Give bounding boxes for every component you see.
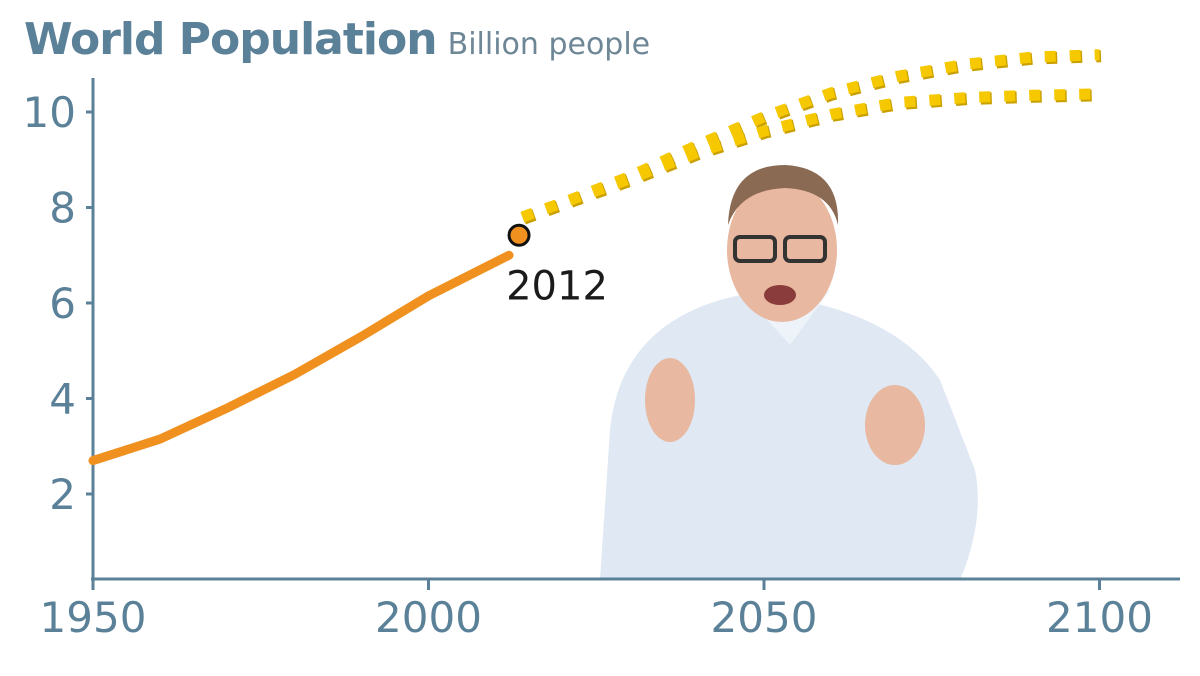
history-line	[88, 250, 514, 466]
presenter-image	[600, 165, 978, 580]
y-tick-label: 8	[49, 184, 76, 233]
x-tick-label: 1950	[40, 593, 147, 642]
x-tick-label: 2050	[711, 593, 818, 642]
chart-title-block: World Population Billion people	[24, 14, 650, 65]
x-tick-label: 2000	[375, 593, 482, 642]
y-tick-label: 10	[23, 88, 76, 137]
projection-line	[520, 88, 1100, 223]
y-tick-label: 6	[49, 279, 76, 328]
y-tick-label: 2	[49, 470, 76, 519]
year-marker-label: 2012	[506, 263, 608, 309]
chart-subtitle: Billion people	[447, 27, 651, 62]
chart-title: World Population	[24, 14, 438, 65]
y-tick-label: 4	[49, 375, 76, 424]
year-marker-dot	[507, 223, 531, 247]
x-tick-label: 2100	[1046, 593, 1153, 642]
